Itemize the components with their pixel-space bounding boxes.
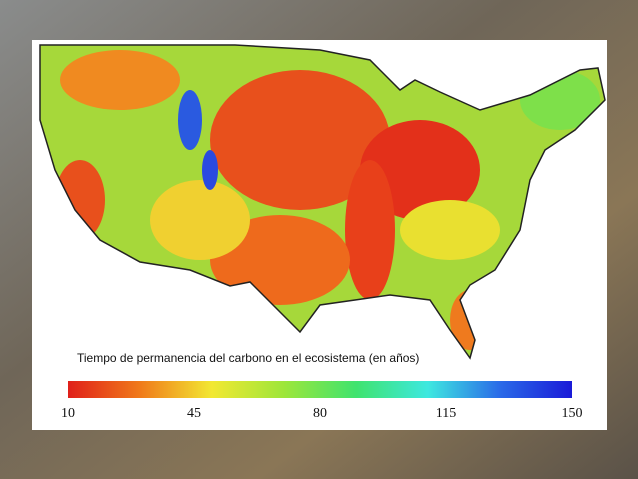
- colorbar-tick-label: 45: [187, 406, 201, 421]
- colorbar-tick-label: 80: [313, 406, 327, 421]
- caption: Tiempo de permanencia del carbono en el …: [77, 351, 419, 365]
- colorbar-tick-label: 150: [562, 406, 583, 421]
- colorbar-tick-label: 115: [436, 406, 456, 421]
- colorbar: [68, 381, 572, 398]
- colorbar-tick-label: 10: [61, 406, 75, 421]
